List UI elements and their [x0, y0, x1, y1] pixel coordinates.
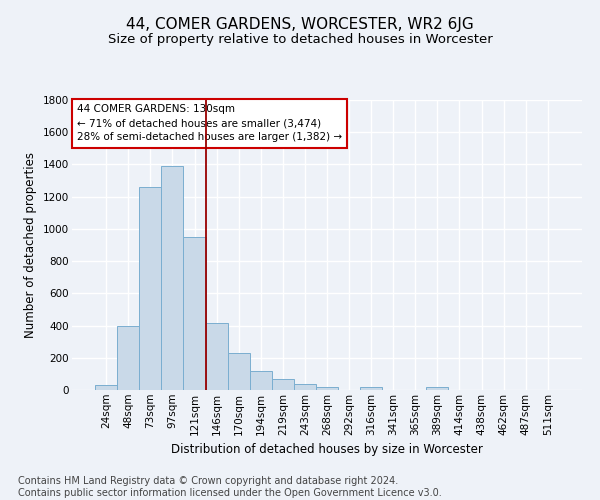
- Text: 44, COMER GARDENS, WORCESTER, WR2 6JG: 44, COMER GARDENS, WORCESTER, WR2 6JG: [126, 18, 474, 32]
- Bar: [184, 237, 206, 390]
- Text: Contains HM Land Registry data © Crown copyright and database right 2024.
Contai: Contains HM Land Registry data © Crown c…: [18, 476, 442, 498]
- X-axis label: Distribution of detached houses by size in Worcester: Distribution of detached houses by size …: [171, 443, 483, 456]
- Bar: [161, 166, 184, 390]
- Bar: [250, 372, 272, 390]
- Y-axis label: Number of detached properties: Number of detached properties: [25, 152, 37, 338]
- Text: Size of property relative to detached houses in Worcester: Size of property relative to detached ho…: [107, 32, 493, 46]
- Bar: [139, 187, 161, 390]
- Bar: [360, 387, 382, 390]
- Bar: [427, 387, 448, 390]
- Bar: [95, 385, 117, 390]
- Bar: [117, 326, 139, 390]
- Text: 44 COMER GARDENS: 130sqm
← 71% of detached houses are smaller (3,474)
28% of sem: 44 COMER GARDENS: 130sqm ← 71% of detach…: [77, 104, 342, 142]
- Bar: [294, 384, 316, 390]
- Bar: [316, 387, 338, 390]
- Bar: [227, 353, 250, 390]
- Bar: [206, 323, 227, 390]
- Bar: [272, 378, 294, 390]
